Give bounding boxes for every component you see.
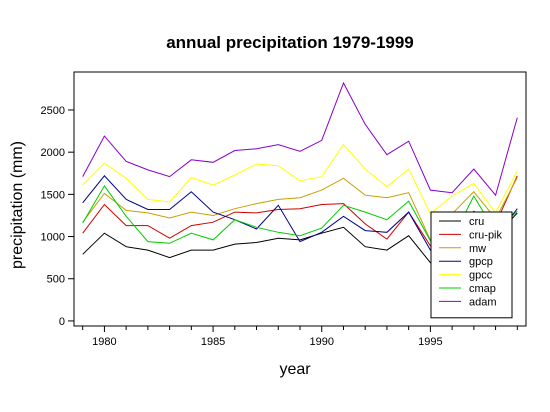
y-tick-label: 0 [59,316,65,328]
x-tick-label: 1990 [309,336,333,348]
chart-title: annual precipitation 1979-1999 [166,33,414,52]
y-axis: 0 500 1000 1500 2000 2500 [41,105,74,328]
legend-label-cru: cru [469,216,484,228]
x-tick-label: 1995 [418,336,442,348]
y-tick-label: 1000 [41,232,65,244]
x-tick-label: 1985 [201,336,225,348]
x-axis-label: year [279,361,311,378]
x-tick-label: 1980 [92,336,116,348]
legend-label-gpcp: gpcp [469,256,493,268]
series-line-adam [82,81,518,197]
series-line-gpcc [82,143,518,215]
x-axis: 1980 1985 1990 1995 [82,326,518,348]
y-tick-label: 500 [47,274,65,286]
y-tick-label: 2000 [41,147,65,159]
legend-label-mw: mw [469,243,486,255]
legend-label-cmap: cmap [469,283,496,295]
legend-label-gpcc: gpcc [469,270,493,282]
legend-label-cru-pik: cru-pik [469,229,503,241]
legend-label-adam: adam [469,296,497,308]
y-axis-label: precipitation (mm) [9,141,26,269]
y-tick-label: 1500 [41,189,65,201]
legend-box [430,211,513,319]
y-tick-label: 2500 [41,105,65,117]
